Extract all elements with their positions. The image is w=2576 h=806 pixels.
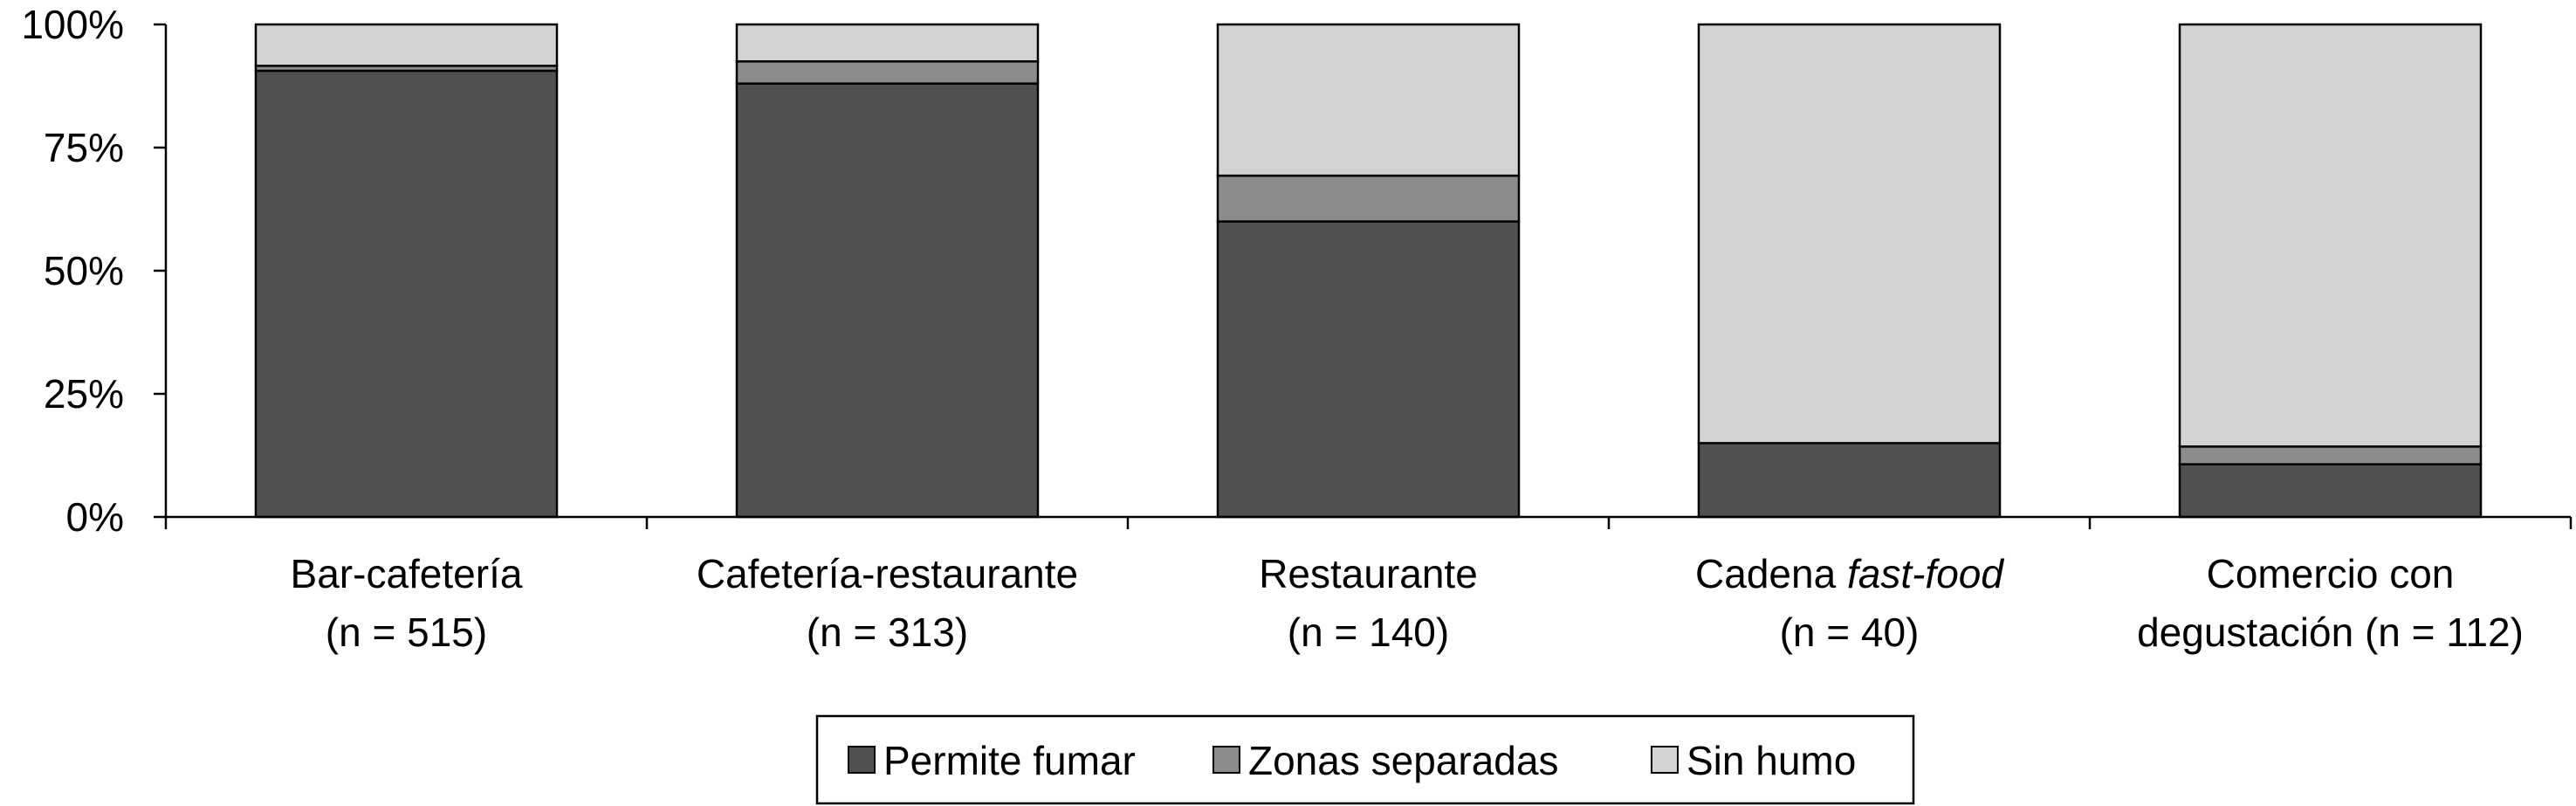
category-label-text: Comercio con [2207, 551, 2455, 596]
bar-segment-3-series-1 [1216, 220, 1521, 519]
category-sublabel-4: (n = 40) [1780, 610, 1920, 655]
legend-label-3: Sin humo [1686, 738, 1856, 783]
category-label-text: Cafetería-restaurante [697, 551, 1078, 596]
bar-segment-3-series-3 [1216, 23, 1521, 177]
bar-segment-2-series-3 [735, 23, 1040, 63]
legend-swatch-1 [848, 746, 876, 774]
bar-segment-3-series-2 [1216, 174, 1521, 223]
legend-label-2: Zonas separadas [1248, 738, 1558, 783]
legend-frame [815, 714, 1915, 805]
y-tick-label: 100% [21, 2, 124, 47]
bar-segment-4-series-3 [1697, 23, 2002, 444]
category-sublabel-1: (n = 515) [326, 610, 487, 655]
bar-segment-4-series-1 [1697, 442, 2002, 519]
category-label-text: Restaurante [1259, 551, 1478, 596]
category-label-5: Comercio con [2207, 551, 2455, 596]
category-label-italic-text: fast-food [1847, 551, 2004, 596]
legend-swatch-3 [1651, 746, 1679, 774]
bar-segment-5-series-1 [2178, 463, 2483, 519]
bars-group [254, 23, 2483, 519]
category-label-2: Cafetería-restaurante [697, 551, 1078, 596]
category-label-text: Cadena [1695, 551, 1847, 596]
category-label-1: Bar-cafetería [291, 551, 523, 596]
bar-segment-2-series-1 [735, 82, 1040, 519]
category-label-text: Bar-cafetería [291, 551, 523, 596]
category-label-4: Cadena fast-food [1695, 551, 2004, 596]
bar-segment-1-series-1 [254, 69, 559, 519]
category-sublabel-3: (n = 140) [1288, 610, 1449, 655]
y-tick-label: 50% [44, 248, 124, 293]
category-label-3: Restaurante [1259, 551, 1478, 596]
axes-group: 0% 25% 50% 75% 100% [21, 2, 2573, 540]
y-tick-label: 25% [44, 371, 124, 417]
bar-segment-5-series-2 [2178, 445, 2483, 465]
y-tick-label: 0% [66, 494, 124, 540]
legend-label-1: Permite fumar [883, 738, 1136, 783]
legend: Permite fumar Zonas separadas Sin humo [815, 714, 1915, 805]
category-labels-group: Bar-cafetería (n = 515) Cafetería-restaura… [291, 551, 2524, 655]
bar-segment-5-series-3 [2178, 23, 2483, 448]
category-sublabel-2: (n = 313) [807, 610, 968, 655]
bar-segment-2-series-2 [735, 60, 1040, 85]
legend-swatch-2 [1212, 746, 1240, 774]
y-tick-label: 75% [44, 125, 124, 170]
bar-segment-1-series-3 [254, 23, 559, 67]
category-sublabel-5: degustación (n = 112) [2137, 610, 2524, 655]
